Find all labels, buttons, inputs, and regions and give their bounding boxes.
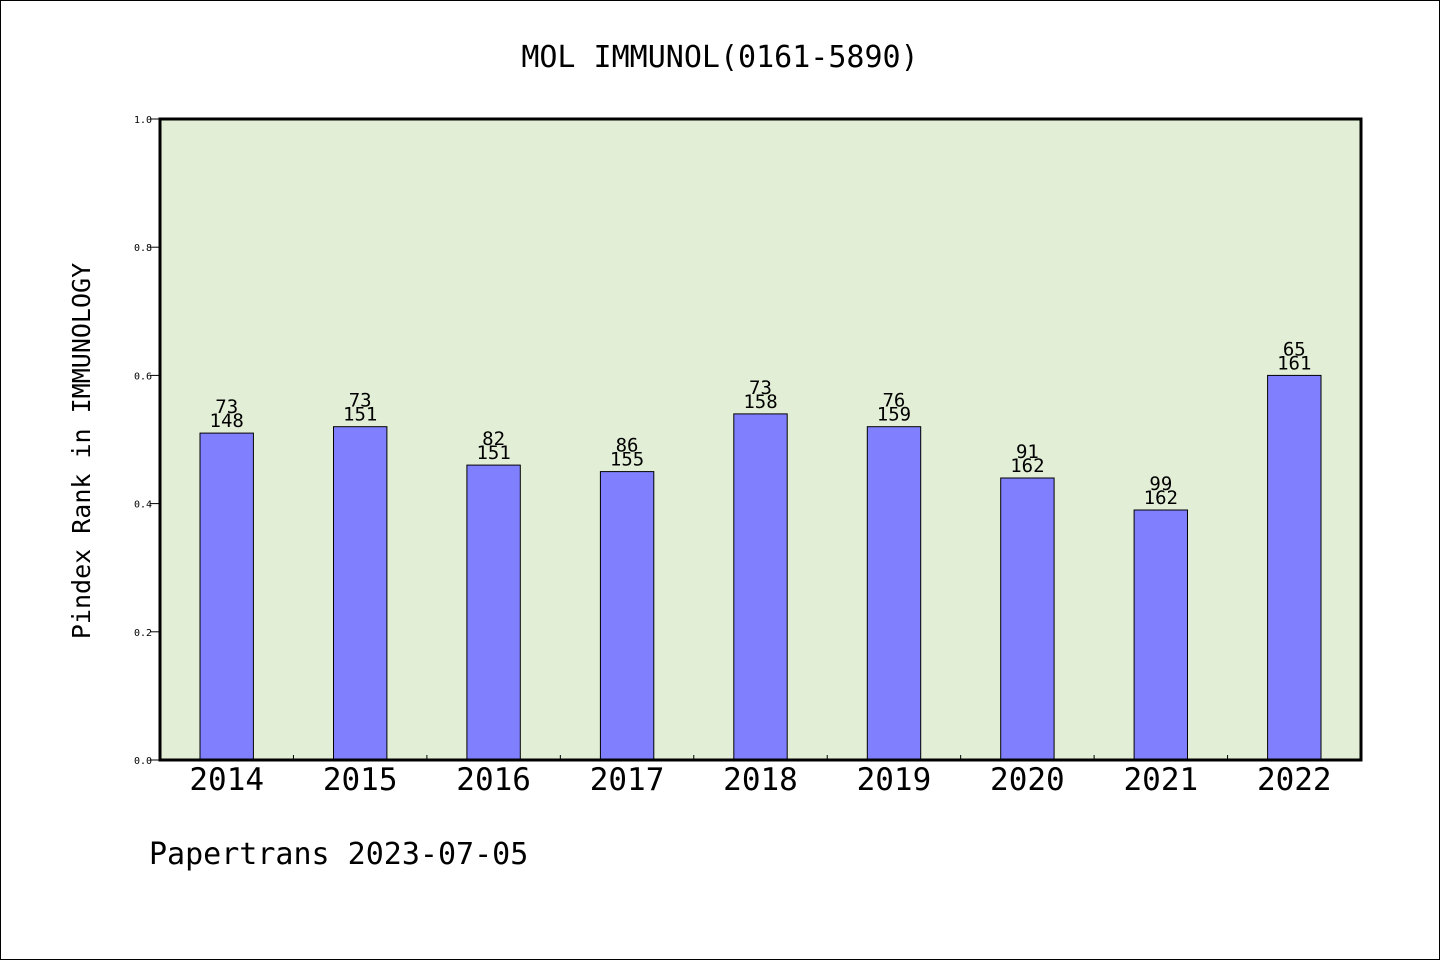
bar-total-label-2015: 151 [343,404,377,426]
plot-border [158,117,1363,762]
y-axis: 0.0 0.2 0.4 0.6 0.8 1.0 [134,115,160,767]
bar-total-label-2018: 158 [743,391,777,413]
y-tick-label-0.0: 0.0 [134,756,152,767]
bar-total-label-2019: 159 [877,404,911,426]
bar-total-label-2016: 151 [476,442,510,464]
x-tick-label-2014: 2014 [189,762,264,798]
footer-credit: Papertrans 2023-07-05 [149,837,528,872]
bar-2020 [1000,477,1055,761]
bar-rank-label-2018: 73 [749,377,772,399]
bar-rank-label-2022: 65 [1283,338,1306,360]
bar-total-label-2020: 162 [1010,455,1044,477]
bar-2017 [599,471,655,761]
bar-total-label-2022: 161 [1277,352,1311,374]
x-tick-label-2021: 2021 [1124,762,1199,798]
bar-rank-label-2020: 91 [1016,441,1039,463]
bars-layer [199,374,1322,761]
bar-2016 [466,464,521,761]
x-tick-label-2015: 2015 [323,762,398,798]
x-tick-label-2019: 2019 [857,762,932,798]
x-tick-label-2017: 2017 [590,762,665,798]
x-tick-label-2022: 2022 [1257,762,1332,798]
y-axis-label: Pindex Rank in IMMUNOLOGY [67,263,96,639]
y-tick-label-1.0: 1.0 [134,115,152,126]
y-tick-label-0.8: 0.8 [134,243,152,254]
chart-title: MOL IMMUNOL(0161-5890) [521,40,918,75]
bar-total-label-2014: 148 [210,410,244,432]
bar-2019 [866,426,922,761]
y-tick-label-0.2: 0.2 [134,628,152,639]
bar-2021 [1133,509,1188,761]
x-tick-label-2016: 2016 [456,762,531,798]
x-axis: 2014 2015 2016 2017 2018 2019 2020 2021 2022 [189,755,1332,798]
y-tick-label-0.6: 0.6 [134,371,152,382]
bar-2018 [733,413,788,761]
bar-total-label-2021: 162 [1144,487,1178,509]
x-tick-label-2018: 2018 [723,762,798,798]
bar-rank-label-2015: 73 [349,390,372,412]
bar-2014 [199,432,254,761]
bar-rank-label-2016: 82 [482,428,505,450]
bar-rank-label-2019: 76 [882,390,905,412]
bar-2022 [1267,374,1322,761]
bar-total-label-2017: 155 [610,449,644,471]
bar-rank-label-2014: 73 [215,396,238,418]
bar-rank-label-2017: 86 [616,435,639,457]
y-tick-label-0.4: 0.4 [134,500,152,511]
bar-2015 [333,426,388,761]
x-tick-label-2020: 2020 [990,762,1065,798]
bar-rank-label-2021: 99 [1149,473,1172,495]
